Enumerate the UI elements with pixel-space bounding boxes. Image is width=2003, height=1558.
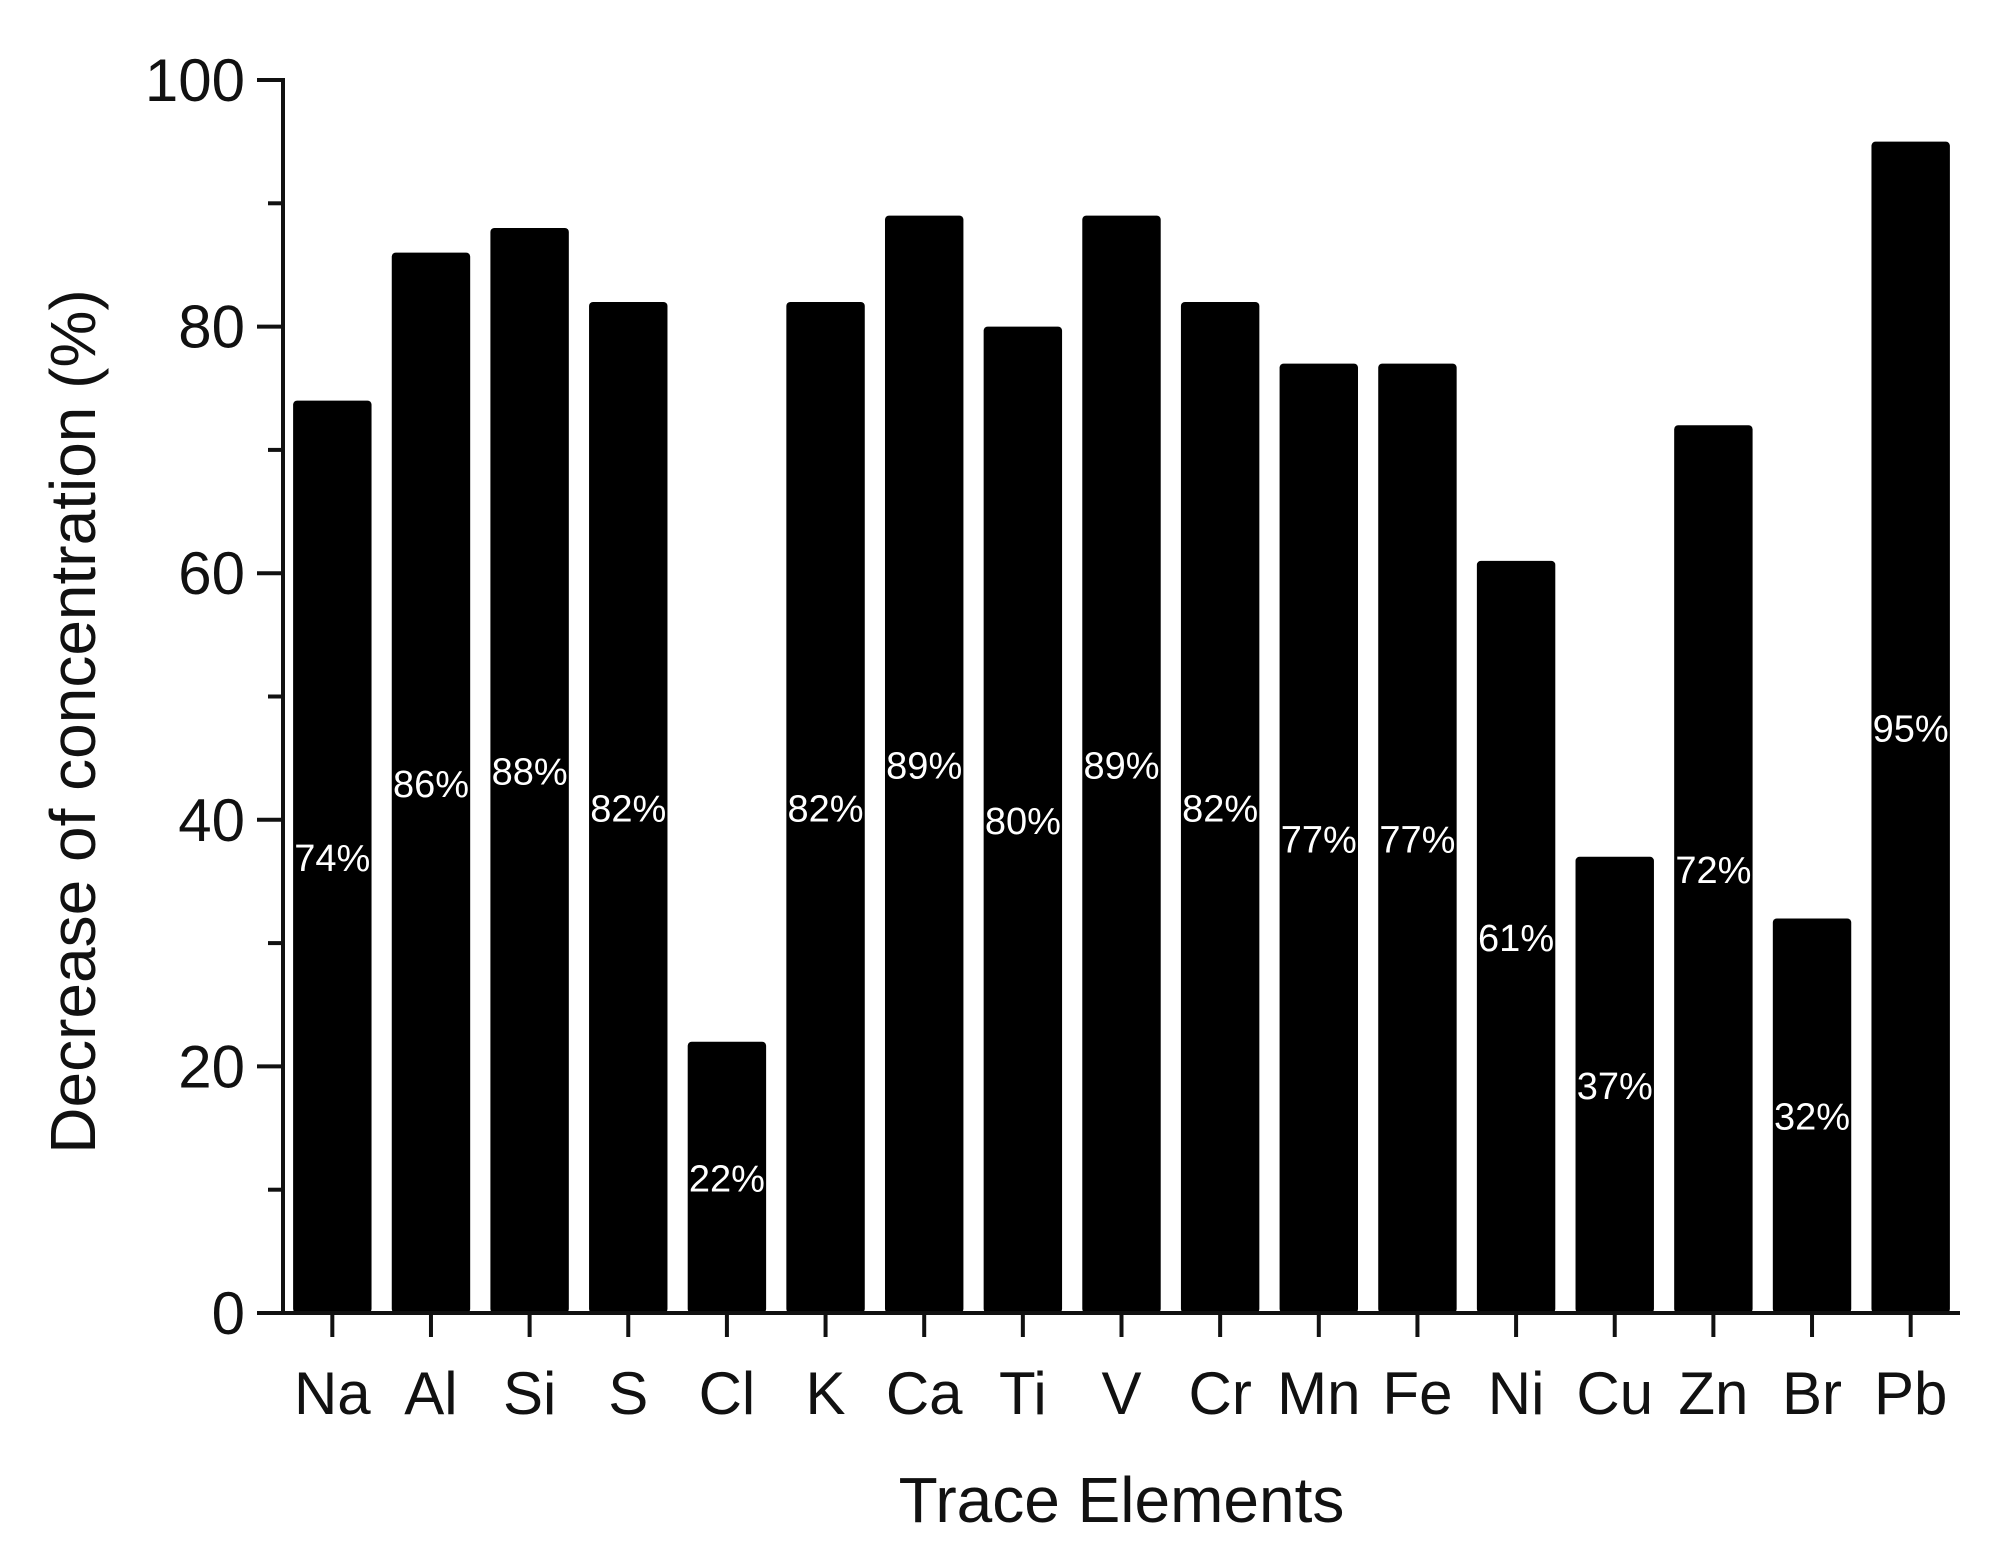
x-tick-label-k: K [806,1360,846,1427]
y-axis-title: Decrease of concentration (%) [37,289,109,1153]
bar-cr [1180,301,1260,1313]
y-tick-label: 40 [178,787,245,854]
data-label-s: 82% [590,788,666,830]
data-label-cr: 82% [1182,788,1258,830]
bars-layer [293,141,1950,1314]
x-tick-label-zn: Zn [1678,1360,1748,1427]
ticks-layer [257,78,1913,1337]
data-label-zn: 72% [1675,850,1751,892]
bar-v [1082,215,1161,1313]
x-tick-label-ti: Ti [999,1360,1047,1427]
bar-cl [687,1041,767,1313]
bar-zn [1674,425,1753,1313]
x-tick-label-br: Br [1782,1360,1842,1427]
data-label-br: 32% [1774,1097,1850,1139]
bar-ca [884,215,964,1313]
data-label-ti: 80% [985,801,1061,843]
bar-cu [1575,856,1654,1313]
x-tick-label-cu: Cu [1576,1360,1653,1427]
bar-k [786,301,865,1313]
x-tick-label-fe: Fe [1382,1360,1452,1427]
x-tick-label-pb: Pb [1874,1360,1947,1427]
x-tick-label-al: Al [404,1360,457,1427]
bar-s [589,301,668,1313]
x-axis-title: Trace Elements [899,1464,1345,1536]
data-label-al: 86% [393,764,469,806]
y-tick-label: 100 [145,47,245,114]
x-tick-label-cl: Cl [699,1360,756,1427]
bar-al [391,252,471,1313]
tick-labels-layer: 0 20 40 60 80 100 Na Al Si S Cl K Ca Ti V Cr Mn Fe Ni Cu Zn B… [145,47,1947,1427]
data-label-pb: 95% [1873,708,1949,750]
bar-fe [1378,363,1457,1314]
data-label-k: 82% [788,788,864,830]
y-tick-label: 20 [178,1033,245,1100]
x-tick-label-ni: Ni [1488,1360,1545,1427]
bar-mn [1279,363,1359,1314]
x-tick-label-v: V [1101,1360,1141,1427]
x-tick-label-si: Si [503,1360,556,1427]
data-label-cu: 37% [1577,1066,1653,1108]
data-label-cl: 22% [689,1158,765,1200]
bar-si [490,227,569,1314]
data-label-mn: 77% [1281,819,1357,861]
bar-ti [983,326,1063,1314]
bar-na [293,400,372,1314]
data-label-v: 89% [1083,745,1159,787]
bar-pb [1871,141,1950,1313]
data-label-ni: 61% [1478,918,1554,960]
x-tick-label-mn: Mn [1277,1360,1360,1427]
data-label-si: 88% [492,751,568,793]
x-tick-label-s: S [608,1360,648,1427]
x-tick-label-ca: Ca [886,1360,963,1427]
x-tick-label-na: Na [294,1360,371,1427]
y-tick-label: 0 [212,1280,245,1347]
bar-br [1772,918,1852,1313]
y-tick-label: 80 [178,294,245,361]
data-labels-layer: 74% 86% 88% 82% 22% 82% 89% 80% 89% 82% 77% 77% 61% 3… [294,708,1948,1200]
data-label-fe: 77% [1379,819,1455,861]
y-tick-label: 60 [178,540,245,607]
data-label-ca: 89% [886,745,962,787]
data-label-na: 74% [294,838,370,880]
x-tick-label-cr: Cr [1188,1360,1251,1427]
bar-ni [1476,560,1556,1313]
